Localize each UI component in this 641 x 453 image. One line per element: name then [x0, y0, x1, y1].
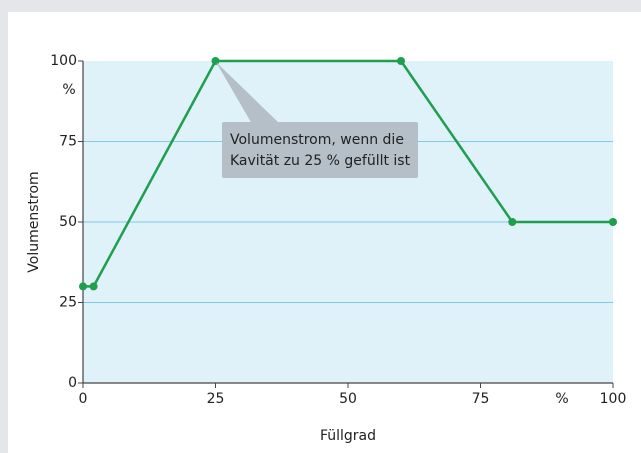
y-tick-label: 50: [59, 214, 77, 230]
y-axis-label: Volumenstrom: [26, 171, 42, 272]
point: [211, 57, 220, 65]
y-unit: %: [62, 82, 75, 98]
annotation: Volumenstrom, wenn die Kavität zu 25 % g…: [216, 62, 418, 178]
x-tick-label: 25: [207, 391, 225, 407]
x-axis-label: Füllgrad: [320, 428, 376, 444]
y-tick-label: 0: [68, 375, 77, 391]
x-tick-label: 100: [600, 391, 627, 407]
y-tick-label: 25: [59, 295, 77, 311]
x-unit: %: [555, 391, 568, 407]
point: [397, 57, 405, 65]
annotation-line: Kavität zu 25 % gefüllt ist: [230, 153, 411, 169]
point: [508, 218, 517, 226]
x-tick-label: 75: [472, 391, 490, 407]
x-tick-label: 50: [339, 391, 357, 407]
x-tick-label: 0: [79, 391, 88, 407]
point: [89, 282, 98, 291]
y-tick-label: 100: [50, 53, 77, 69]
annotation-line: Volumenstrom, wenn die: [230, 132, 404, 148]
point: [609, 218, 617, 226]
point: [79, 282, 87, 291]
annotation-box: [222, 122, 418, 178]
annotation-pointer: [216, 62, 280, 124]
y-tick-label: 75: [59, 134, 77, 150]
